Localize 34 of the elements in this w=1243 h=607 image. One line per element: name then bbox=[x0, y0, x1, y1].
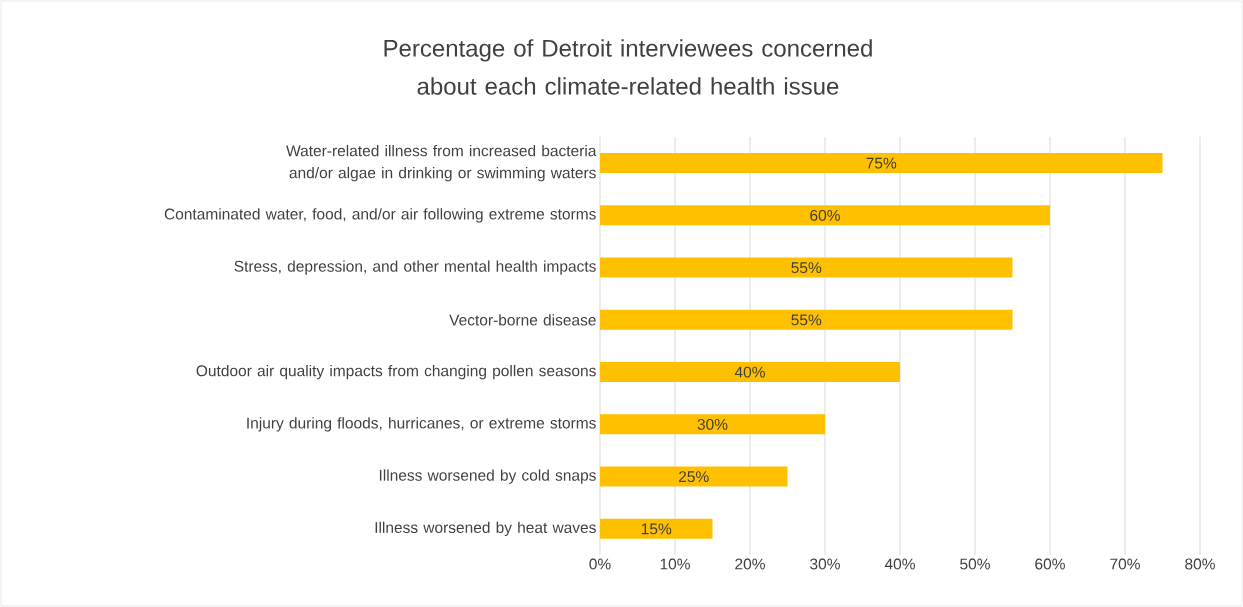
x-tick-label: 10% bbox=[660, 558, 690, 570]
bar bbox=[600, 362, 900, 383]
data-label: 25% bbox=[679, 471, 709, 483]
data-label: 30% bbox=[697, 418, 728, 430]
data-label: 40% bbox=[734, 366, 765, 378]
bar bbox=[600, 414, 825, 435]
x-tick-label: 40% bbox=[884, 558, 915, 570]
y-tick-label: Injury during floods, hurricanes, or extreme storms bbox=[247, 417, 596, 432]
data-label: 60% bbox=[810, 209, 840, 221]
data-label: 55% bbox=[791, 314, 822, 326]
bar bbox=[600, 518, 713, 539]
bar bbox=[600, 205, 1050, 226]
y-tick-label: Vector-borne disease bbox=[449, 314, 596, 326]
y-tick-label: Outdoor air quality impacts from changing pollen seasons bbox=[196, 364, 596, 380]
bar bbox=[600, 257, 1013, 278]
x-tick-label: 20% bbox=[735, 558, 765, 570]
x-tick-label: 80% bbox=[1185, 558, 1215, 570]
x-tick-label: 50% bbox=[960, 558, 990, 570]
data-label: 55% bbox=[791, 262, 822, 274]
x-tick-label: 0% bbox=[589, 558, 611, 570]
x-tick-label: 30% bbox=[810, 558, 840, 570]
bar bbox=[600, 153, 1163, 174]
chart-title: Percentage of Detroit interviewees concerned about each climate-related health issue bbox=[384, 39, 872, 95]
x-tick-label: 70% bbox=[1110, 558, 1140, 570]
bar bbox=[600, 309, 1013, 330]
bar bbox=[600, 466, 788, 487]
y-tick-label: Water-related illness from increased bacteria and/or algae in drinking or swimming waters bbox=[286, 144, 597, 182]
y-tick-label: Illness worsened by heat waves bbox=[375, 521, 596, 537]
y-tick-label: Illness worsened by cold snaps bbox=[379, 469, 596, 484]
y-tick-label: Contaminated water, food, and/or air following extreme storms bbox=[164, 208, 596, 223]
y-tick-label: Stress, depression, and other mental health impacts bbox=[234, 260, 596, 275]
x-tick-label: 60% bbox=[1035, 558, 1065, 570]
data-label: 15% bbox=[641, 523, 672, 535]
data-label: 75% bbox=[866, 157, 897, 169]
